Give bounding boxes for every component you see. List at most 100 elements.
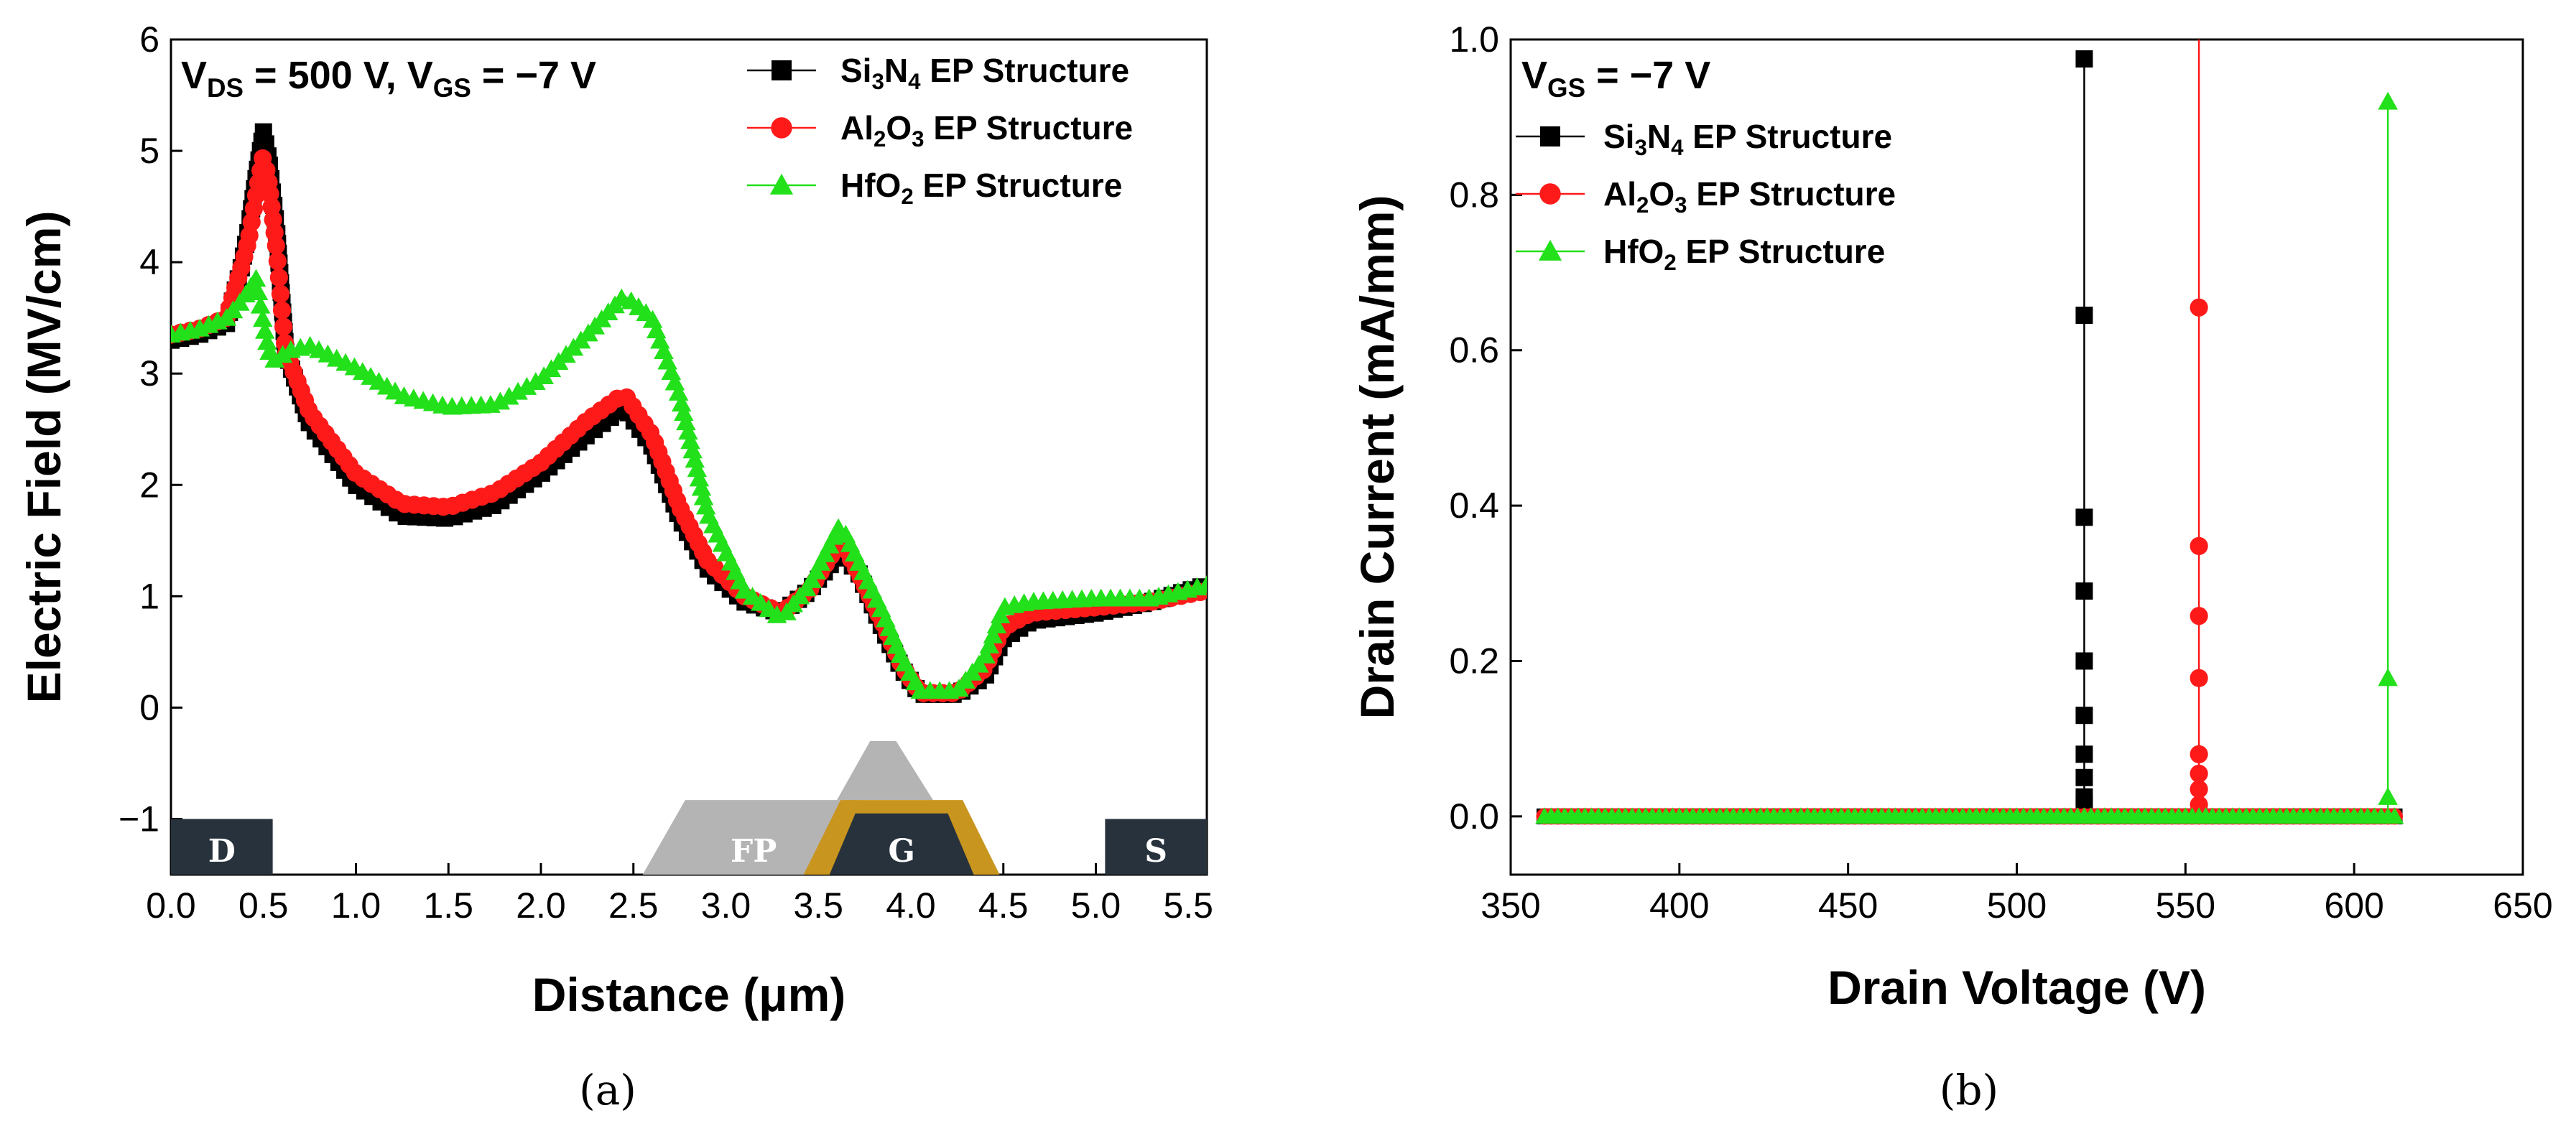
panel-b-x-axis-title: Drain Voltage (V) <box>1827 961 2206 1014</box>
panel-a-point-hfo2 <box>689 468 710 487</box>
panel-a-point-hfo2 <box>693 487 714 506</box>
panel-a-legend-marker <box>771 117 792 139</box>
panel-b-legend-label-part: Al <box>1603 175 1636 213</box>
panel-b-legend-label: Al2O3 EP Structure <box>1603 175 1896 218</box>
panel-b-x-tick-label: 450 <box>1818 885 1878 926</box>
gate-top-plate <box>837 740 933 801</box>
panel-a-y-axis-title: Electric Field (MV/cm) <box>17 211 70 704</box>
panel-b-condition-label-part: = −7 V <box>1585 54 1710 97</box>
panel-a-point-al2o3 <box>272 301 292 320</box>
panel-b-point-al2o3 <box>2190 745 2208 763</box>
panel-a-legend-label-part: HfO <box>840 167 901 204</box>
panel-a-point-hfo2 <box>255 320 275 339</box>
panel-b-legend-label-part: N <box>1647 118 1671 155</box>
panel-a-legend-label-part: 2 <box>874 126 886 152</box>
panel-a-point-al2o3 <box>268 252 287 271</box>
field-plate-label: FP <box>731 833 777 870</box>
panel-a-legend-marker <box>772 60 792 80</box>
panel-a-point-hfo2 <box>272 345 293 363</box>
panel-b-point-hfo2 <box>2378 787 2398 805</box>
panel-a-legend-label-part: 3 <box>871 69 884 94</box>
panel-a-series-hfo2 <box>171 269 1207 699</box>
panel-a-x-tick-label: 5.5 <box>1163 885 1213 926</box>
panel-b-point-si3n4 <box>2075 652 2093 670</box>
panel-a-point-hfo2 <box>525 372 546 390</box>
panel-b-y-axis-title: Drain Current (mA/mm) <box>1350 195 1404 720</box>
panel-a-y-tick-label: −1 <box>119 799 159 839</box>
panel-b-point-si3n4 <box>2075 50 2093 68</box>
panel-b-point-si3n4 <box>2075 788 2093 806</box>
panel-b-point-al2o3 <box>2190 780 2208 799</box>
panel-b-series-al2o3 <box>1536 39 2404 825</box>
panel-b-point-al2o3 <box>2190 796 2208 814</box>
panel-b-legend-marker <box>1538 239 1562 261</box>
panel-a-point-hfo2 <box>680 431 700 450</box>
field-plate <box>642 800 859 875</box>
panel-a-legend-label-part: N <box>884 52 908 89</box>
panel-a-x-tick-label: 2.5 <box>608 885 659 926</box>
panel-b-legend-label-part: 2 <box>1664 250 1676 275</box>
panel-a-y-tick-label: 2 <box>139 465 159 505</box>
panel-b-baseline-point-hfo2 <box>2385 807 2404 824</box>
panel-a-legend-label-part: Al <box>840 109 874 146</box>
panel-a-point-al2o3 <box>242 213 261 231</box>
panel-a-point-hfo2 <box>986 615 1007 634</box>
panel-b-legend-label-part: HfO <box>1603 233 1664 270</box>
panel-b-point-hfo2 <box>2378 91 2398 110</box>
panel-a-point-hfo2 <box>685 450 705 468</box>
panel-b-drain-current-chart: 350 400 450 500 550 600 650 0.0 0.2 0.4 0.6 0.8 1.0 V… <box>1350 19 2553 1014</box>
panel-a-legend-label-part: EP Structure <box>925 109 1134 146</box>
panel-b-point-si3n4 <box>2075 582 2093 600</box>
panel-a-point-hfo2 <box>1197 575 1207 593</box>
panel-a-x-tick-label: 0.0 <box>146 885 196 926</box>
panel-b-legend-marker <box>1540 126 1560 146</box>
panel-b-y-tick-label: 1.0 <box>1449 19 1499 60</box>
panel-a-y-tick-label: 3 <box>139 353 159 394</box>
panel-a-legend-label-part: 3 <box>912 126 924 152</box>
panel-a-point-hfo2 <box>248 282 269 301</box>
panel-b-caption: (b) <box>1940 1066 1998 1114</box>
panel-a-point-hfo2 <box>499 386 519 405</box>
panel-b-x-tick-label: 400 <box>1649 885 1709 926</box>
panel-a-point-al2o3 <box>240 226 259 245</box>
panel-b-condition-label: VGS = −7 V <box>1521 54 1710 103</box>
panel-a-legend-label-part: O <box>886 109 912 146</box>
panel-b-legend-label: HfO2 EP Structure <box>1603 233 1885 275</box>
panel-a-condition-label-part: = −7 V <box>471 54 596 97</box>
panel-a-point-al2o3 <box>271 284 290 303</box>
panel-a-condition-label: VDS = 500 V, VGS = −7 V <box>181 54 596 103</box>
panel-a-point-hfo2 <box>508 381 528 400</box>
panel-a-condition-label-part: V <box>181 54 207 97</box>
panel-b-y-tick-label: 0.0 <box>1449 796 1499 837</box>
panel-b-legend-label-part: 4 <box>1671 135 1684 160</box>
panel-b-plot-frame <box>1509 38 2524 876</box>
panel-a-caption: (a) <box>579 1066 636 1114</box>
panel-b-legend-label: Si3N4 EP Structure <box>1603 118 1892 160</box>
panel-a-x-tick-label: 0.5 <box>238 885 289 926</box>
panel-a-legend-label-part: EP Structure <box>914 167 1123 204</box>
panel-a-x-tick-label: 4.5 <box>978 885 1029 926</box>
panel-a-legend-label: Al2O3 EP Structure <box>840 109 1133 152</box>
panel-b-x-tick-label: 500 <box>1987 885 2047 926</box>
panel-a-x-tick-label: 1.5 <box>423 885 473 926</box>
panel-a-x-tick-label: 5.0 <box>1071 885 1121 926</box>
panel-a-condition-label-part: DS <box>207 73 244 103</box>
panel-a-x-tick-label: 3.0 <box>701 885 751 926</box>
panel-b-legend-label-part: EP Structure <box>1683 118 1892 155</box>
panel-b-legend-label-part: 2 <box>1636 192 1649 218</box>
panel-b-x-tick-label: 650 <box>2493 885 2552 926</box>
panel-a-x-tick-label: 3.5 <box>793 885 843 926</box>
panel-b-y-tick-label: 0.4 <box>1449 485 1499 526</box>
panel-b-legend-label-part: 3 <box>1634 135 1646 160</box>
panel-a-condition-label-part: GS <box>433 73 471 103</box>
panel-a-x-tick-label: 1.0 <box>331 885 381 926</box>
panel-a-point-hfo2 <box>691 478 712 496</box>
panel-a-point-hfo2 <box>516 376 537 395</box>
panel-b-point-si3n4 <box>2075 707 2093 725</box>
panel-a-point-hfo2 <box>682 440 703 459</box>
panel-a-point-hfo2 <box>983 625 1004 643</box>
panel-a-legend-label-part: Si <box>840 52 871 89</box>
panel-a-legend-marker <box>769 173 794 195</box>
panel-a-electric-field-chart: 0.0 0.5 1.0 1.5 2.0 2.5 3.0 3.5 4.0 4.5 5.0 5.5 −1 0 1… <box>17 19 1213 1021</box>
